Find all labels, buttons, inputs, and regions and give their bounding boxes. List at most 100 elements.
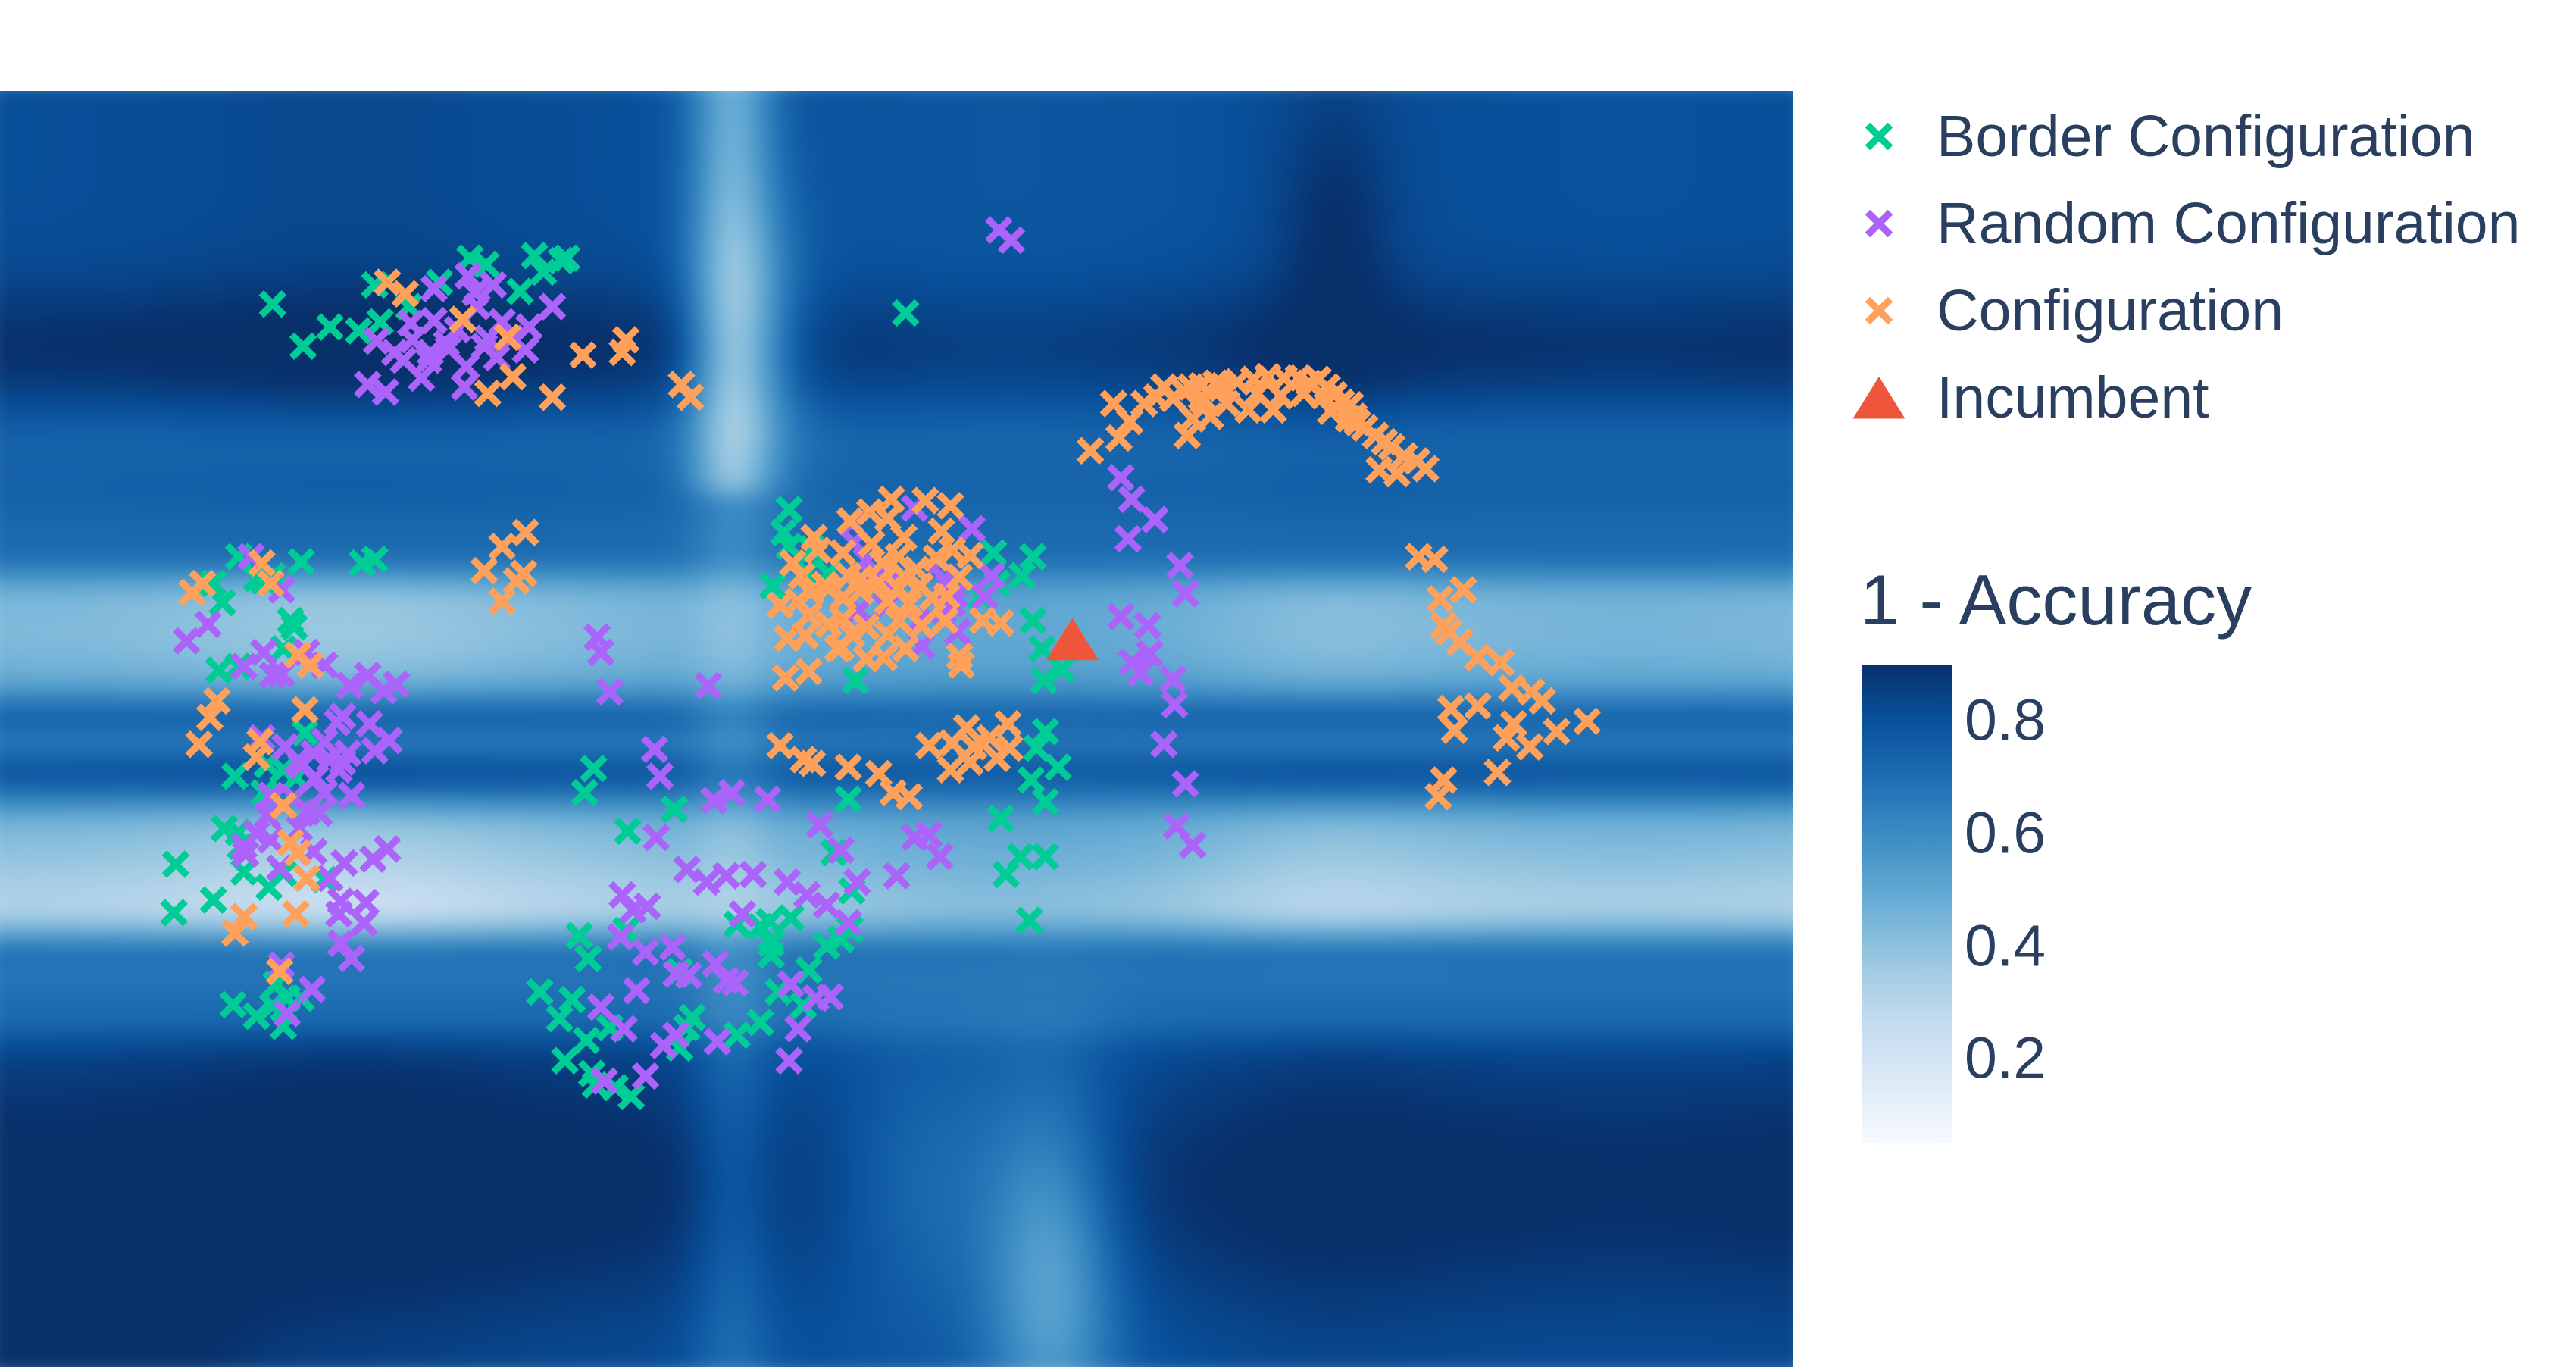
configuration-point bbox=[993, 709, 1022, 738]
random-configuration-point bbox=[511, 336, 539, 364]
configuration-point bbox=[1573, 707, 1602, 736]
random-configuration-point bbox=[1135, 640, 1164, 668]
border-configuration-point bbox=[208, 588, 236, 617]
configuration-point bbox=[296, 651, 324, 680]
legend-item-border-configuration[interactable]: Border Configuration bbox=[1849, 104, 2475, 169]
configuration-point bbox=[667, 371, 696, 399]
configuration-point bbox=[914, 731, 943, 760]
legend-marker-incumbent bbox=[1849, 368, 1909, 428]
configuration-point bbox=[908, 612, 936, 640]
configuration-point bbox=[449, 305, 477, 333]
random-configuration-point bbox=[883, 862, 911, 890]
scatter-plot bbox=[160, 216, 1602, 1111]
random-configuration-point bbox=[712, 966, 740, 995]
configuration-point bbox=[1207, 374, 1236, 402]
configuration-point bbox=[1435, 618, 1463, 646]
random-configuration-point bbox=[298, 975, 327, 1003]
random-configuration-point bbox=[914, 821, 943, 849]
border-configuration-point bbox=[161, 850, 190, 878]
random-configuration-point bbox=[253, 802, 281, 830]
configuration-point bbox=[1421, 545, 1449, 574]
configuration-point bbox=[771, 664, 800, 692]
configuration-point bbox=[1487, 649, 1515, 677]
configuration-point bbox=[282, 899, 310, 928]
random-configuration-point bbox=[1166, 552, 1194, 580]
random-configuration-point bbox=[271, 733, 299, 761]
random-configuration-point bbox=[608, 881, 636, 909]
configuration-point bbox=[877, 485, 905, 514]
configuration-point bbox=[373, 268, 402, 296]
configuration-point bbox=[1515, 733, 1544, 761]
configuration-point bbox=[1309, 382, 1338, 410]
border-configuration-point bbox=[289, 332, 317, 361]
configuration-point bbox=[474, 379, 502, 408]
border-configuration-point bbox=[361, 545, 389, 574]
random-configuration-point bbox=[333, 739, 362, 768]
random-configuration-point bbox=[739, 860, 767, 889]
random-configuration-point bbox=[311, 727, 339, 756]
border-configuration-point bbox=[892, 299, 920, 327]
random-configuration-point bbox=[231, 840, 260, 868]
border-configuration-point bbox=[812, 931, 841, 960]
legend-item-configuration[interactable]: Configuration bbox=[1849, 278, 2284, 343]
configuration-point bbox=[1259, 396, 1287, 424]
configuration-point bbox=[1449, 576, 1477, 604]
configuration-point bbox=[895, 590, 924, 618]
configuration-point bbox=[852, 612, 880, 641]
random-configuration-point bbox=[692, 868, 721, 896]
configuration-point bbox=[1076, 436, 1105, 465]
random-configuration-point bbox=[538, 292, 567, 321]
legend-label-incumbent: Incumbent bbox=[1937, 364, 2209, 430]
legend-item-incumbent[interactable]: Incumbent bbox=[1849, 365, 2209, 430]
border-configuration-point bbox=[986, 804, 1015, 833]
configuration-point bbox=[283, 839, 312, 867]
random-configuration-point bbox=[352, 888, 380, 917]
configuration-point bbox=[265, 957, 294, 986]
border-configuration-point bbox=[1044, 753, 1072, 781]
border-configuration-point bbox=[775, 496, 803, 524]
configuration-point bbox=[1212, 389, 1241, 418]
configuration-point bbox=[1483, 758, 1512, 787]
random-configuration-point bbox=[699, 787, 728, 815]
random-configuration-point bbox=[926, 843, 954, 871]
border-configuration-point bbox=[980, 539, 1008, 567]
random-configuration-point bbox=[420, 306, 449, 335]
random-configuration-point bbox=[353, 371, 382, 399]
random-configuration-point bbox=[590, 1067, 618, 1096]
border-configuration-point bbox=[841, 666, 870, 695]
border-configuration-point bbox=[1031, 787, 1060, 816]
random-configuration-point bbox=[362, 327, 391, 355]
random-configuration-point bbox=[1107, 602, 1135, 631]
random-configuration-point bbox=[773, 868, 802, 896]
border-configuration-point bbox=[291, 718, 319, 747]
configuration-point bbox=[834, 753, 862, 781]
random-configuration-point bbox=[470, 332, 499, 361]
configuration-point bbox=[509, 559, 538, 587]
legend-marker-border-configuration bbox=[1849, 106, 1909, 167]
configuration-point bbox=[855, 498, 884, 527]
configuration-point bbox=[1317, 397, 1345, 425]
random-configuration-point bbox=[407, 364, 436, 393]
configuration-point bbox=[195, 703, 224, 732]
configuration-point bbox=[1528, 687, 1556, 715]
border-configuration-point bbox=[746, 912, 774, 941]
border-configuration-point bbox=[258, 992, 287, 1020]
border-configuration-point bbox=[1019, 606, 1047, 635]
border-configuration-point bbox=[199, 886, 227, 914]
configuration-point bbox=[936, 492, 964, 520]
configuration-point bbox=[1499, 709, 1528, 738]
random-configuration-point bbox=[694, 671, 723, 700]
random-configuration-point bbox=[977, 562, 1006, 590]
configuration-point bbox=[1365, 455, 1393, 484]
legend-item-random-configuration[interactable]: Random Configuration bbox=[1849, 191, 2520, 256]
random-configuration-point bbox=[1158, 665, 1187, 693]
configuration-point bbox=[230, 902, 258, 931]
random-configuration-point bbox=[434, 334, 463, 363]
configuration-point bbox=[493, 323, 522, 352]
border-configuration-point bbox=[472, 250, 500, 279]
colorbar-tick-label: 0.8 bbox=[1965, 687, 2046, 753]
plot-area[interactable] bbox=[0, 91, 1793, 1367]
random-configuration-point bbox=[777, 970, 805, 999]
random-configuration-point bbox=[1133, 612, 1162, 640]
configuration-point bbox=[1424, 782, 1452, 811]
